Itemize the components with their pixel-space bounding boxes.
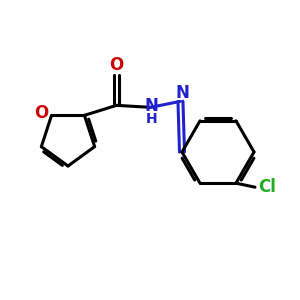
Text: N: N [145, 97, 158, 115]
Text: N: N [176, 84, 189, 102]
Text: H: H [146, 112, 157, 126]
Text: O: O [34, 104, 49, 122]
Text: O: O [109, 56, 124, 74]
Text: Cl: Cl [258, 178, 276, 196]
